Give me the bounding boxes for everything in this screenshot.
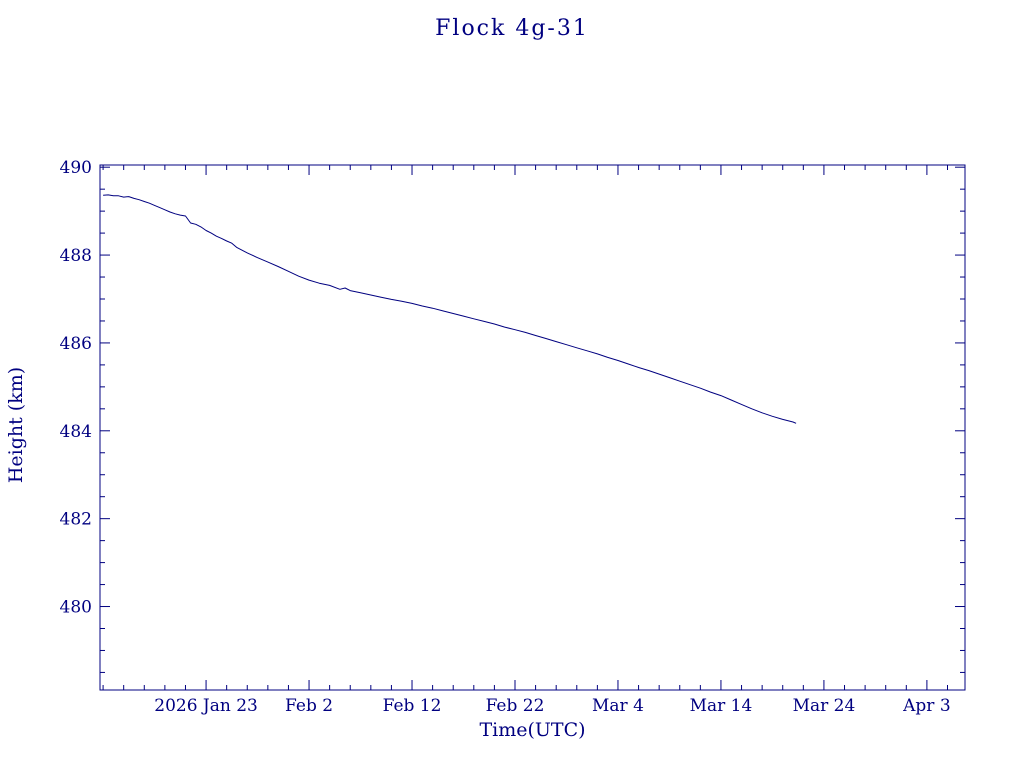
x-tick-label: 2026 Jan 23 [154, 696, 258, 716]
axis-frame [99, 164, 966, 691]
y-tick-label: 486 [60, 334, 92, 354]
x-tick-label: Feb 22 [486, 696, 545, 716]
x-tick-label: Mar 24 [793, 696, 856, 716]
x-axis-title: Time(UTC) [479, 719, 586, 741]
y-tick-label: 484 [60, 422, 92, 442]
x-tick-label: Mar 4 [592, 696, 644, 716]
y-tick-label: 482 [60, 510, 92, 530]
height-series-line [103, 194, 797, 424]
x-tick-label: Apr 3 [902, 696, 951, 716]
y-tick-label: 490 [60, 158, 92, 178]
chart-title: Flock 4g-31 [435, 16, 589, 41]
x-tick-label: Mar 14 [690, 696, 753, 716]
x-tick-label: Feb 2 [285, 696, 333, 716]
y-tick-label: 480 [60, 598, 92, 618]
y-tick-label: 488 [60, 246, 92, 266]
x-tick-label: Feb 12 [383, 696, 442, 716]
